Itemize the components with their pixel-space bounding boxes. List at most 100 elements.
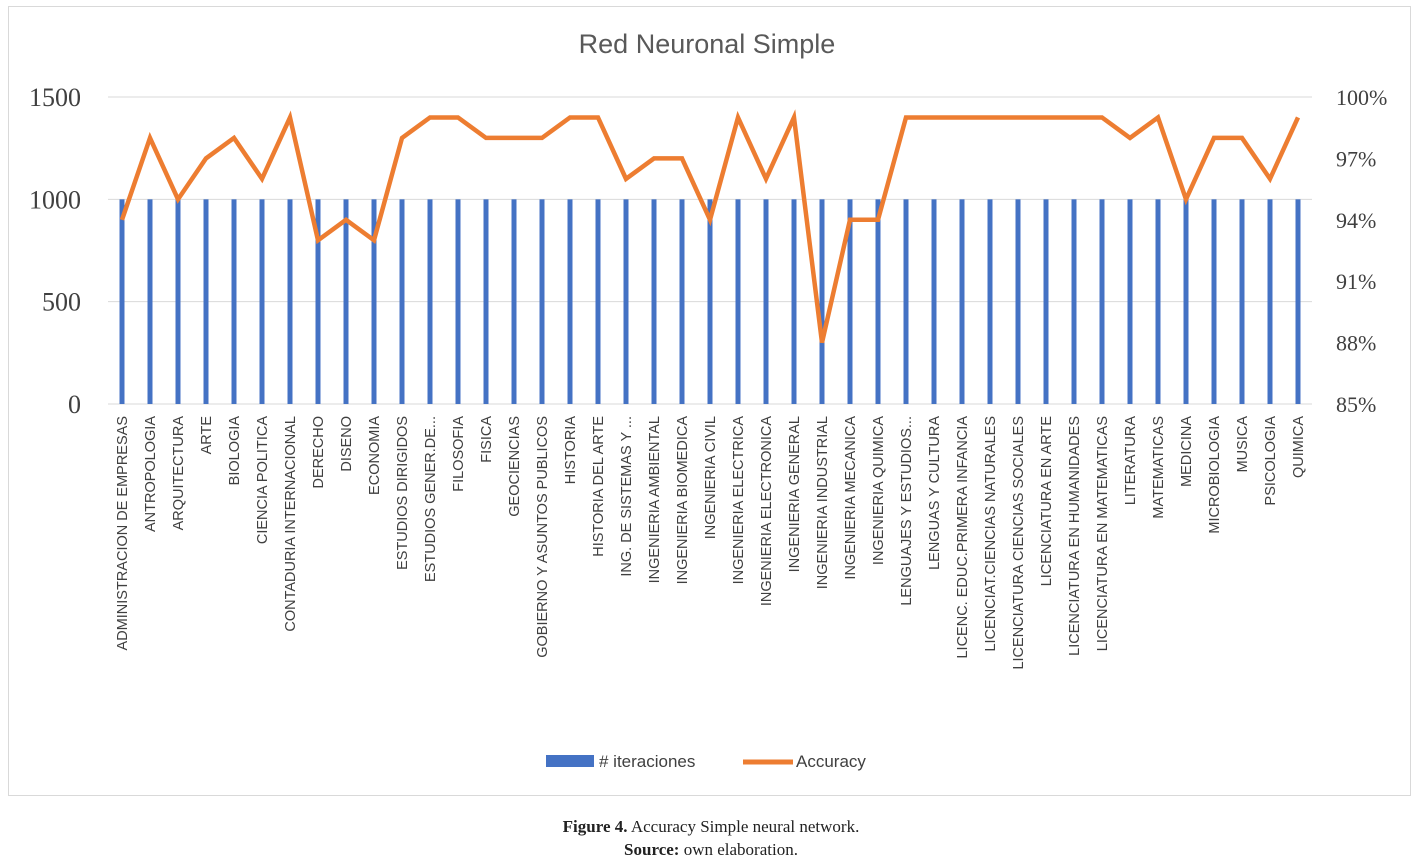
x-tick-label: LICENCIATURA EN MATEMATICAS [1095,416,1111,651]
x-tick-label: ANTROPOLOGIA [143,416,159,532]
iterations-bar [1127,199,1133,404]
iterations-bar [1239,199,1245,404]
iterations-bar [651,199,657,404]
x-tick-label: CONTADURIA INTERNACIONAL [283,416,299,632]
y-right-tick-label: 100% [1336,85,1387,110]
x-axis-labels: ADMINISTRACION DE EMPRESAS ANTROPOLOGIA AR… [115,416,1307,670]
x-tick-label: INGENIERIA INDUSTRIAL [815,416,831,589]
iterations-bars [119,199,1301,404]
iterations-bar [679,199,685,404]
y-left-tick-label: 1500 [29,83,81,112]
chart-title: Red Neuronal Simple [579,29,836,59]
x-tick-label: GOBIERNO Y ASUNTOS PUBLICOS [535,416,551,658]
x-tick-label: FISICA [479,416,495,463]
iterations-bar [231,199,237,404]
x-tick-label: DERECHO [311,416,327,489]
x-tick-label: INGENIERIA ELECTRONICA [759,416,775,606]
x-tick-label: MATEMATICAS [1151,416,1167,519]
iterations-bar [1071,199,1077,404]
x-tick-label: ARQUITECTURA [171,416,187,531]
x-tick-label: LENGUAJES Y ESTUDIOS... [899,416,915,606]
x-tick-label: LICENCIATURA CIENCIAS SOCIALES [1011,416,1027,670]
x-tick-label: INGENIERIA CIVIL [703,416,719,539]
x-tick-label: ESTUDIOS GENER.DE... [423,416,439,582]
x-tick-label: INGENIERIA AMBIENTAL [647,416,663,583]
caption-line-1: Figure 4. Accuracy Simple neural network… [0,815,1422,838]
x-tick-label: CIENCIA POLITICA [255,416,271,544]
y-right-tick-label: 94% [1336,208,1376,233]
iterations-bar [483,199,489,404]
iterations-bar [903,199,909,404]
iterations-bar [735,199,741,404]
source-text: own elaboration. [679,840,798,859]
x-tick-label: LICENCIATURA EN HUMANIDADES [1067,416,1083,656]
iterations-bar [1099,199,1105,404]
x-tick-label: FILOSOFIA [451,416,467,492]
iterations-bar [427,199,433,404]
legend-label-iterations: # iteraciones [599,752,695,771]
chart-frame: Red Neuronal Simple 0 500 1000 1500 85% 88% 9… [8,6,1411,796]
x-tick-label: LICENCIATURA EN ARTE [1039,416,1055,587]
iterations-bar [511,199,517,404]
x-tick-label: INGENIERIA ELECTRICA [731,416,747,585]
legend-swatch-iterations [546,755,594,767]
y-right-tick-label: 88% [1336,331,1376,356]
x-tick-label: INGENIERIA BIOMEDICA [675,416,691,585]
iterations-bar [875,199,881,404]
iterations-bar [343,199,349,404]
iterations-bar [1267,199,1273,404]
iterations-bar [1043,199,1049,404]
iterations-bar [147,199,153,404]
x-tick-label: BIOLOGIA [227,416,243,486]
iterations-bar [399,199,405,404]
x-tick-label: QUIMICA [1291,416,1307,478]
x-tick-label: LICENCIAT.CIENCIAS NATURALES [983,416,999,652]
x-tick-label: DISENO [339,416,355,472]
iterations-bar [1295,199,1301,404]
iterations-bar [847,199,853,404]
source-label: Source: [624,840,680,859]
iterations-bar [455,199,461,404]
iterations-bar [119,199,125,404]
iterations-bar [203,199,209,404]
x-tick-label: PSICOLOGIA [1263,416,1279,506]
x-tick-label: INGENIERIA QUIMICA [871,416,887,565]
y-right-tick-label: 91% [1336,269,1376,294]
figure-label: Figure 4. [562,817,628,836]
x-tick-label: INGENIERIA MECANICA [843,416,859,580]
legend: # iteraciones Accuracy [546,752,866,771]
iterations-bar [1155,199,1161,404]
accuracy-line-group [119,109,1301,344]
x-tick-label: MEDICINA [1179,416,1195,487]
x-tick-label: ADMINISTRACION DE EMPRESAS [115,416,131,650]
figure-caption: Figure 4. Accuracy Simple neural network… [0,815,1422,861]
iterations-bar [1183,199,1189,404]
y-left-tick-label: 0 [68,390,81,419]
figure-text: Accuracy Simple neural network. [627,817,860,836]
x-tick-label: GEOCIENCIAS [507,416,523,517]
iterations-bar [931,199,937,404]
iterations-bar [1015,199,1021,404]
iterations-bar [567,199,573,404]
x-tick-label: LICENC. EDUC.PRIMERA INFANCIA [955,416,971,659]
x-tick-label: ARTE [199,416,215,455]
iterations-bar [763,199,769,404]
accuracy-line [119,109,1301,344]
combo-chart: Red Neuronal Simple 0 500 1000 1500 85% 88% 9… [29,29,1387,771]
iterations-bar [315,199,321,404]
iterations-bar [987,199,993,404]
iterations-bar [595,199,601,404]
x-tick-label: ING. DE SISTEMAS Y ... [619,416,635,577]
iterations-bar [707,199,713,404]
x-tick-label: ECONOMIA [367,416,383,495]
right-axis-ticks: 85% 88% 91% 94% 97% 100% [1336,85,1387,417]
legend-label-accuracy: Accuracy [796,752,866,771]
iterations-bar [371,199,377,404]
iterations-bar [623,199,629,404]
iterations-bar [959,199,965,404]
x-tick-label: LENGUAS Y CULTURA [927,416,943,570]
iterations-bar [259,199,265,404]
x-tick-label: INGENIERIA GENERAL [787,416,803,572]
iterations-bar [1211,199,1217,404]
iterations-bar [287,199,293,404]
